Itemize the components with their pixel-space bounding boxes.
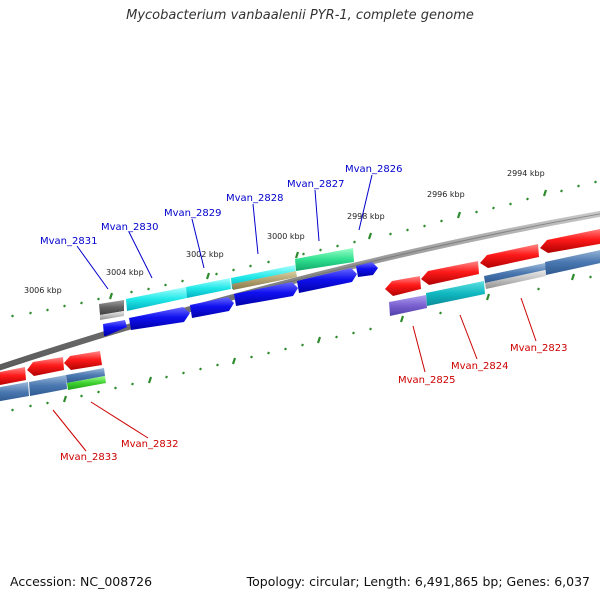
gene-arrow[interactable]	[0, 367, 26, 386]
gene-arrow[interactable]	[103, 320, 127, 336]
scale-label-2996: 2996 kbp	[427, 190, 465, 199]
gene-label-mvan-2831: Mvan_2831	[40, 236, 97, 247]
gene-arrow[interactable]	[0, 382, 29, 402]
scale-label-3002: 3002 kbp	[186, 250, 224, 259]
gene-label-mvan-2823: Mvan_2823	[510, 343, 567, 354]
genome-backbone	[0, 210, 600, 371]
gene-arrow[interactable]	[100, 311, 124, 320]
gene-label-mvan-2827: Mvan_2827	[287, 179, 344, 190]
gene-label-mvan-2830: Mvan_2830	[101, 222, 158, 233]
scale-label-3000: 3000 kbp	[267, 232, 305, 241]
accession-text: Accession: NC_008726	[10, 574, 153, 589]
gene-arrow[interactable]	[485, 270, 546, 289]
scale-label-3006: 3006 kbp	[24, 286, 62, 295]
gene-arrow[interactable]	[66, 368, 105, 383]
gene-label-mvan-2824: Mvan_2824	[451, 361, 508, 372]
gene-arrow[interactable]	[297, 268, 357, 293]
gene-arrow[interactable]	[99, 300, 124, 315]
gene-arrow[interactable]	[385, 276, 421, 296]
scale-label-2998: 2998 kbp	[347, 212, 385, 221]
gene-label-mvan-2828: Mvan_2828	[226, 193, 283, 204]
leader-lines-lower	[52, 297, 537, 452]
gene-arrow[interactable]	[421, 261, 479, 285]
gene-arrow[interactable]	[545, 249, 600, 275]
gene-arrow[interactable]	[484, 263, 546, 283]
feature-band-lower-right	[385, 228, 600, 316]
gene-arrow[interactable]	[67, 376, 106, 390]
feature-band-lower-left	[0, 351, 106, 402]
gene-arrow[interactable]	[186, 278, 231, 298]
gene-arrow[interactable]	[426, 281, 485, 306]
gene-arrow[interactable]	[64, 351, 102, 370]
feature-band-upper	[99, 248, 378, 336]
leader-lines-upper	[76, 174, 373, 290]
gene-arrow[interactable]	[190, 297, 234, 318]
gene-label-mvan-2833: Mvan_2833	[60, 452, 117, 463]
gene-arrow[interactable]	[389, 295, 427, 316]
gene-arrow[interactable]	[27, 357, 64, 376]
scale-label-2994: 2994 kbp	[507, 169, 545, 178]
scale-ruler-lower	[11, 273, 592, 412]
gene-arrow[interactable]	[232, 271, 297, 290]
gene-arrow[interactable]	[540, 228, 600, 253]
gene-label-mvan-2832: Mvan_2832	[121, 439, 178, 450]
genome-summary-text: Topology: circular; Length: 6,491,865 bp…	[246, 574, 590, 589]
gene-label-mvan-2826: Mvan_2826	[345, 164, 402, 175]
gene-arrow[interactable]	[129, 307, 190, 330]
scale-ruler-upper	[11, 180, 597, 318]
gene-arrow[interactable]	[356, 262, 378, 277]
map-title: Mycobacterium vanbaalenii PYR-1, complet…	[126, 8, 474, 23]
gene-arrow[interactable]	[480, 244, 539, 268]
gene-arrow[interactable]	[295, 248, 354, 271]
gene-label-mvan-2829: Mvan_2829	[164, 208, 221, 219]
scale-label-3004: 3004 kbp	[106, 268, 144, 277]
gene-arrow[interactable]	[126, 287, 187, 311]
gene-arrow[interactable]	[234, 282, 298, 306]
gene-label-mvan-2825: Mvan_2825	[398, 375, 455, 386]
gene-arrow[interactable]	[29, 375, 67, 396]
